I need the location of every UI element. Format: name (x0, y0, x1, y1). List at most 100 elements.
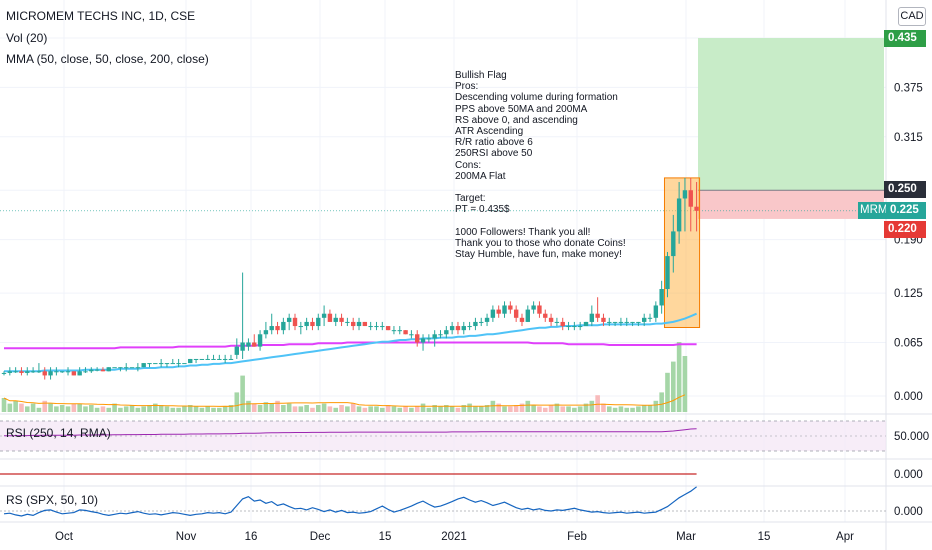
note-line: Stay Humble, have fun, make money! (455, 249, 622, 260)
volume-bar (193, 406, 199, 412)
time-tick-label: 2021 (441, 531, 467, 543)
volume-bar (321, 403, 327, 412)
volume-bar (449, 406, 455, 412)
volume-bar (100, 406, 106, 412)
candle-body (368, 326, 373, 328)
target-price-tag: 0.435 (884, 30, 926, 47)
candle-body (543, 313, 548, 318)
price-tick-label: 0.315 (894, 132, 923, 144)
volume-bar (222, 406, 228, 412)
candle-body (25, 371, 30, 373)
volume-bar (7, 403, 13, 412)
volume-bar (153, 403, 158, 412)
candle-body (345, 321, 350, 323)
candle-body (461, 326, 466, 331)
volume-bar (345, 406, 350, 412)
candle-body (438, 334, 443, 336)
symbol-legend[interactable]: MICROMEM TECHS INC, 1D, CSE (6, 9, 196, 23)
volume-bar (246, 400, 251, 412)
rsi-band (0, 421, 886, 451)
volume-bar (217, 407, 222, 412)
volume-bar (566, 406, 571, 412)
candle-body (54, 371, 59, 373)
candle-body (48, 371, 53, 376)
candle-body (158, 363, 164, 365)
candle-body (537, 305, 542, 314)
candle-body (432, 334, 437, 339)
currency-badge[interactable]: CAD (898, 7, 926, 26)
volume-bar (595, 395, 600, 412)
volume-bar (30, 403, 36, 412)
volume-bar (601, 403, 606, 412)
volume-bar (263, 402, 269, 412)
candle-body (647, 317, 653, 319)
candle-body (356, 321, 362, 327)
volume-bar (13, 400, 18, 412)
candle-body (30, 371, 36, 373)
candle-body (193, 358, 199, 360)
candle-body (391, 330, 397, 332)
candles (1, 177, 699, 380)
candle-body (519, 317, 525, 322)
note-line: PT = 0.435$ (455, 204, 510, 216)
time-tick-label: Dec (310, 531, 331, 543)
time-tick-label: Apr (836, 531, 854, 543)
time-tick-label: Mar (676, 531, 696, 543)
volume-bar (397, 407, 403, 412)
moving-averages (4, 312, 697, 373)
volume-bar (129, 405, 135, 412)
candle-body (36, 371, 42, 373)
symbol-tag: MRM (858, 202, 887, 219)
rsi-legend[interactable]: RSI (250, 14, RMA) (6, 426, 111, 440)
price-tick-label: 0.000 (894, 391, 923, 403)
atr-tick-label: 0.000 (894, 469, 923, 481)
volume-bar (205, 406, 210, 412)
volume-bar (19, 403, 24, 412)
stop-price-tag: 0.220 (884, 221, 926, 238)
volume-bar (211, 407, 216, 412)
volume-bar (403, 406, 408, 412)
volume-bar (554, 403, 560, 412)
entry-price-tag: 0.250 (884, 181, 926, 198)
candle-body (94, 369, 100, 371)
volume-bar (641, 405, 647, 412)
volume-bar (461, 405, 467, 412)
candle-body (508, 305, 513, 310)
candle-body (572, 326, 577, 328)
volume-bar (659, 392, 664, 412)
candle-body (397, 330, 402, 332)
candle-body (513, 309, 519, 318)
annotation-note[interactable]: Bullish Flag Pros: Descending volume durin… (455, 70, 626, 260)
candle-body (671, 231, 676, 257)
candle-body (83, 371, 88, 373)
candle-body (665, 256, 670, 290)
candle-body (316, 317, 321, 327)
note-line: Cons: (455, 159, 482, 171)
candle-body (141, 363, 146, 368)
candle-body (403, 330, 408, 335)
candle-body (106, 367, 111, 372)
candle-body (7, 371, 13, 373)
candle-body (426, 338, 432, 340)
candle-body (298, 326, 304, 328)
candle-body (275, 326, 280, 331)
candle-body (583, 321, 589, 327)
volume-bar (473, 406, 478, 412)
mma-legend[interactable]: MMA (50, close, 50, close, 200, close) (6, 52, 209, 66)
volume-bar (269, 403, 275, 412)
volume-bar (478, 406, 484, 412)
rs-legend[interactable]: RS (SPX, 50, 10) (6, 493, 99, 507)
volume-bar (339, 405, 344, 412)
candle-body (71, 371, 77, 376)
volume-bar (158, 405, 164, 412)
price-tick-label: 0.375 (894, 82, 923, 94)
candle-body (682, 190, 688, 199)
candle-body (135, 367, 141, 369)
candle-body (653, 305, 659, 318)
candle-body (286, 317, 292, 322)
time-tick-label: Nov (176, 531, 197, 543)
volume-bar (315, 405, 321, 412)
volume-bar (94, 407, 100, 412)
volume-bar (310, 407, 315, 412)
volume-legend[interactable]: Vol (20) (6, 31, 48, 45)
